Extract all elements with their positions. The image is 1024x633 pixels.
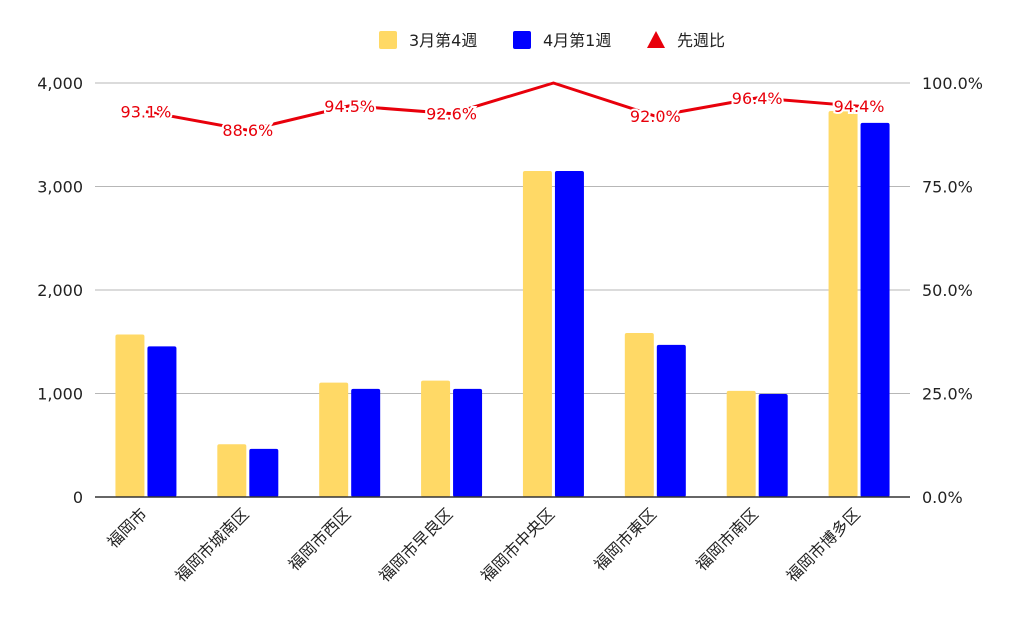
right-tick-label: 100.0%: [922, 74, 983, 93]
left-tick-label: 1,000: [37, 385, 83, 404]
legend-label: 先週比: [677, 31, 725, 50]
legend-swatch: [513, 31, 531, 49]
bar-march-w4: [217, 444, 247, 497]
bar-march-w4: [726, 390, 756, 497]
bar-april-w1: [147, 346, 177, 497]
bars: [115, 110, 890, 497]
category-label: 福岡市東区: [590, 504, 660, 574]
left-tick-label: 2,000: [37, 281, 83, 300]
data-labels: 93.1% 88.6% 94.5% 92.6% 92.0% 96.4% 94.4%: [119, 87, 887, 142]
bar-march-w4: [319, 382, 349, 497]
left-axis: 0 1,000 2,000 3,000 4,000: [37, 74, 83, 507]
category-label: 福岡市中央区: [477, 504, 558, 585]
right-tick-label: 75.0%: [922, 178, 973, 197]
bar-march-w4: [421, 380, 451, 497]
category-label: 福岡市博多区: [783, 504, 864, 585]
gridlines: [95, 82, 910, 394]
ratio-data-label: 94.5%: [324, 97, 375, 116]
ratio-data-label: 93.1%: [121, 103, 172, 122]
legend-triangle-icon: [647, 31, 665, 48]
right-tick-label: 0.0%: [922, 488, 963, 507]
bar-april-w1: [453, 388, 483, 497]
left-tick-label: 3,000: [37, 178, 83, 197]
bar-april-w1: [554, 170, 584, 497]
category-label: 福岡市南区: [692, 504, 762, 574]
category-label: 福岡市早良区: [375, 504, 456, 585]
bar-april-w1: [249, 448, 279, 497]
legend-swatch: [379, 31, 397, 49]
bar-march-w4: [828, 110, 858, 497]
right-axis: 0.0% 25.0% 50.0% 75.0% 100.0%: [922, 74, 983, 507]
bar-march-w4: [115, 334, 145, 497]
ratio-line-path: [145, 81, 860, 132]
ratio-data-label: 92.0%: [630, 107, 681, 126]
bar-april-w1: [758, 394, 788, 497]
right-tick-label: 50.0%: [922, 281, 973, 300]
bar-april-w1: [656, 344, 686, 497]
legend-label: 4月第1週: [543, 31, 611, 50]
ratio-data-label: 94.4%: [834, 97, 885, 116]
right-tick-label: 25.0%: [922, 385, 973, 404]
ratio-data-label: 88.6%: [222, 121, 273, 140]
category-labels: 福岡市 福岡市城南区 福岡市西区 福岡市早良区 福岡市中央区 福岡市東区 福岡市南区 福岡市博…: [103, 504, 864, 585]
ratio-line: [145, 81, 860, 132]
category-label: 福岡市: [103, 504, 150, 551]
left-tick-label: 0: [73, 488, 83, 507]
bar-april-w1: [351, 388, 381, 497]
ratio-data-label: 96.4%: [732, 89, 783, 108]
left-tick-label: 4,000: [37, 74, 83, 93]
category-label: 福岡市城南区: [171, 504, 252, 585]
bar-march-w4: [522, 170, 552, 497]
ratio-data-label: 92.6%: [426, 105, 477, 124]
bar-march-w4: [624, 332, 654, 497]
legend-label: 3月第4週: [409, 31, 477, 50]
category-label: 福岡市西区: [285, 504, 355, 574]
legend: 3月第4週 4月第1週 先週比: [379, 31, 725, 50]
bar-april-w1: [860, 122, 890, 497]
